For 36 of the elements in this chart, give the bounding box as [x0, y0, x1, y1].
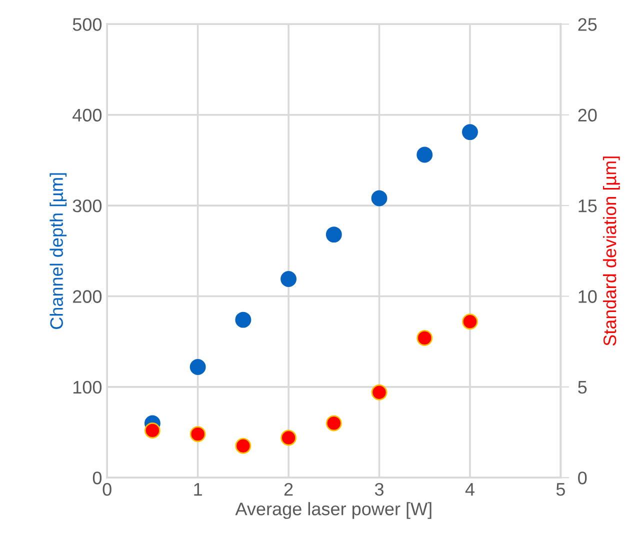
point — [462, 124, 478, 140]
point — [371, 190, 388, 206]
point — [190, 359, 206, 375]
y-tick-label: 400 — [72, 108, 102, 122]
point — [190, 426, 206, 442]
y-axis-title: Channel depth [µm] — [50, 173, 67, 329]
y2-tick-label: 0 — [578, 472, 587, 484]
x-tick-label: 0 — [102, 482, 112, 496]
y-tick-label: 0 — [92, 472, 102, 484]
point — [235, 312, 252, 328]
point — [462, 314, 478, 330]
point — [144, 422, 160, 438]
x-tick-label: 5 — [556, 483, 565, 496]
point — [416, 146, 433, 163]
point — [235, 438, 252, 454]
y2-tick-label: 25 — [578, 18, 597, 31]
y2-axis-title: Standard deviation [µm] — [603, 156, 620, 346]
point — [280, 271, 297, 287]
x-axis-title: Average laser power [W] — [235, 502, 432, 519]
point — [326, 415, 342, 432]
y-tick-label: 500 — [72, 18, 102, 31]
point — [416, 330, 433, 346]
point — [326, 226, 342, 243]
x-tick-label: 3 — [374, 482, 384, 496]
y-tick-label: 100 — [73, 380, 102, 394]
y-tick-label: 300 — [72, 199, 102, 212]
point — [371, 384, 388, 400]
y-tick-label: 200 — [73, 290, 102, 303]
y2-tick-label: 10 — [578, 290, 597, 303]
y2-tick-label: 20 — [578, 108, 597, 122]
x-tick-label: 2 — [284, 482, 293, 496]
point — [280, 430, 297, 446]
x-tick-label: 4 — [465, 483, 474, 496]
y2-tick-label: 15 — [578, 200, 597, 212]
y2-tick-label: 5 — [578, 381, 587, 394]
x-tick-label: 1 — [194, 483, 202, 496]
